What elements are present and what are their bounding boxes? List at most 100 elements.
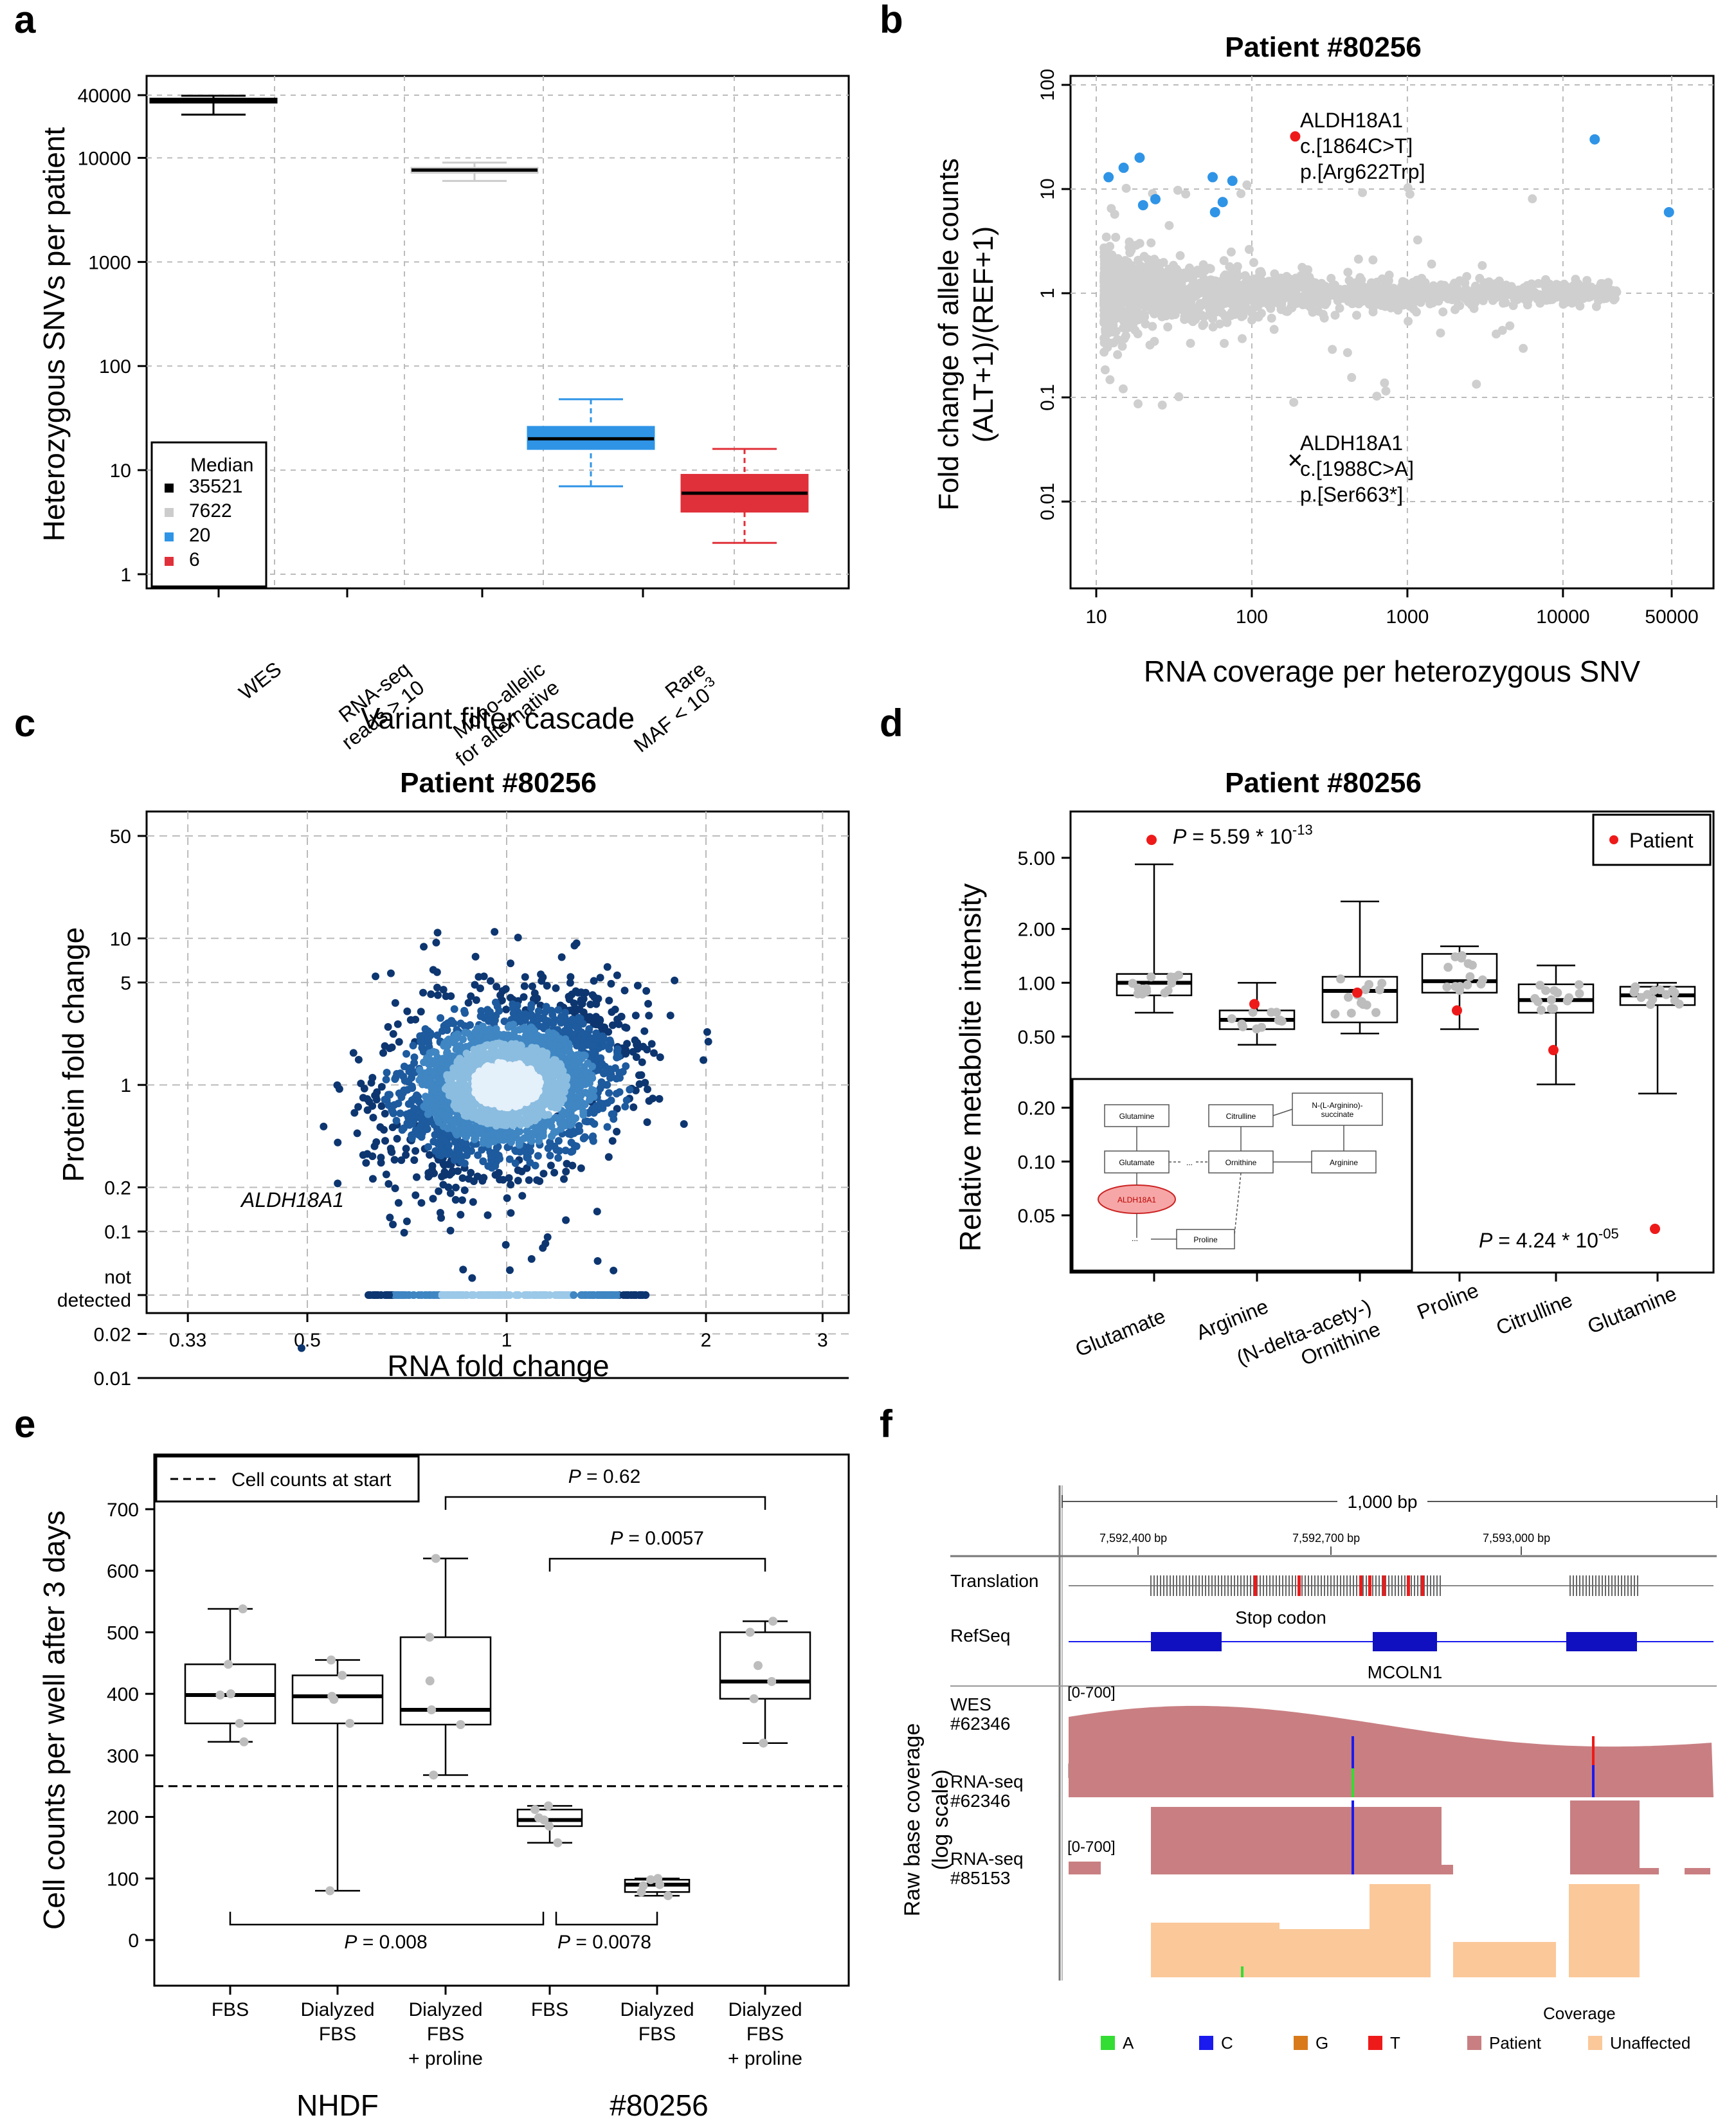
panel-d-sample-point	[1371, 1008, 1381, 1017]
panel-c-point	[392, 1116, 401, 1125]
panel-c-point	[518, 1192, 527, 1200]
panel-e-sample-point	[749, 1694, 759, 1703]
panel-c-point	[514, 934, 522, 942]
panel-d-ylabel: Relative metabolite intensity	[954, 884, 987, 1252]
panel-b-point	[1132, 293, 1142, 303]
panel-b-xtick-label: 10	[1085, 606, 1107, 628]
panel-d-patient-point	[1352, 987, 1362, 998]
panel-b-point	[1283, 306, 1293, 316]
panel-b-point	[1225, 262, 1234, 271]
panel-e-ytick-label: 100	[107, 1869, 139, 1890]
panel-b-point	[1111, 233, 1121, 242]
panel-d-xtick-label: Glutamine	[1584, 1282, 1680, 1338]
panel-d-sample-point	[1553, 988, 1562, 998]
panel-b-point	[1115, 313, 1125, 323]
panel-b-point	[1478, 260, 1487, 270]
panel-e-sample-point	[345, 1719, 355, 1728]
panel-d-sample-point	[1364, 979, 1374, 989]
panel-d-box	[1116, 835, 1193, 1014]
panel-b-point	[1244, 244, 1254, 254]
panel-b-point	[1123, 285, 1132, 295]
panel-b-point	[1330, 311, 1340, 320]
ruler-label: 1,000 bp	[1348, 1492, 1418, 1512]
track-label: WES	[950, 1694, 991, 1714]
panel-c-ytick-label: 0.02	[94, 1324, 131, 1345]
panel-b-point	[1457, 290, 1467, 300]
pathway-glutamine-label: Glutamine	[1119, 1112, 1155, 1121]
panel-b-point	[1283, 290, 1292, 300]
panel-c-point	[570, 941, 579, 950]
panel-b-point	[1289, 397, 1299, 407]
panel-b-point	[1588, 284, 1598, 293]
panel-c-point	[402, 1049, 411, 1058]
panel-c-point	[704, 1037, 712, 1046]
panel-e-legend: Cell counts at start	[155, 1455, 420, 1503]
panel-c-point	[629, 1047, 637, 1056]
panel-d-sample-point	[1476, 979, 1486, 989]
panel-e-sample-point	[427, 1705, 437, 1715]
panel-b-point	[1150, 255, 1159, 264]
panel-e-bracket	[555, 1912, 658, 1926]
panel-c-point	[353, 1129, 361, 1138]
panel-e-sample-point	[215, 1691, 225, 1700]
panel-c-point	[644, 1085, 652, 1093]
panel-d-sample-point	[1442, 982, 1452, 992]
panel-c-point	[554, 1154, 563, 1162]
panel-b-point	[1117, 341, 1127, 351]
track-label: RNA-seq	[950, 1772, 1024, 1791]
panel-b-point	[1177, 279, 1186, 289]
panel-c-point	[566, 973, 575, 981]
panel-e-sample-point	[238, 1604, 248, 1614]
panel-b-point	[1546, 289, 1556, 298]
panel-d-sample-point	[1174, 970, 1184, 980]
panel-c-point	[491, 928, 499, 936]
panel-b-point	[1610, 294, 1620, 304]
pathway-ornithine-label: Ornithine	[1225, 1158, 1257, 1167]
panel-b-point	[1528, 194, 1537, 204]
panel-b-point	[1225, 310, 1234, 320]
panel-c-point	[451, 1183, 460, 1192]
panel-e-sample-point	[759, 1738, 768, 1748]
panel-c-point	[448, 1167, 457, 1175]
panel-b-point	[1368, 255, 1378, 265]
panel-c-point	[621, 1102, 629, 1111]
panel-c-point	[592, 1000, 601, 1008]
panel-c-point	[608, 1008, 616, 1016]
panel-e-box	[184, 1604, 276, 1746]
panel-d-sample-point	[1530, 993, 1540, 1003]
panel-c-point	[655, 1094, 664, 1103]
panel-e-xtick-label: Dialyzed FBS + proline	[728, 1999, 802, 2069]
pathway-aldh18a1-label: ALDH18A1	[1117, 1195, 1156, 1204]
panel-e-sample-point	[664, 1891, 673, 1901]
panel-b-point	[1397, 292, 1407, 302]
panel-d-sample-point	[1238, 1022, 1247, 1031]
panel-e-pvalue: P = 0.62	[568, 1466, 641, 1487]
panel-b-point	[1166, 272, 1175, 282]
panel-d-sample-point	[1574, 980, 1584, 990]
panel-b-xtick-label: 50000	[1645, 606, 1698, 628]
panel-b-point	[1450, 278, 1460, 288]
panel-b-point	[1416, 292, 1425, 302]
panel-b-point	[1220, 339, 1229, 349]
panel-letter-c: c	[14, 702, 36, 745]
panel-c-point	[457, 1211, 465, 1219]
panel-d-patient-point	[1249, 999, 1260, 1010]
panel-a-ytick-label: 1	[120, 565, 131, 586]
panel-c-point	[382, 1075, 390, 1084]
pathway-arginine-label: Arginine	[1330, 1158, 1358, 1167]
panel-c-point	[454, 1167, 462, 1175]
panel-c-point	[507, 1181, 515, 1189]
panel-b-point	[1541, 282, 1551, 291]
panel-e-ylabel: Cell counts per well after 3 days	[37, 1510, 71, 1930]
panel-c-point	[610, 1266, 618, 1274]
panel-c-ylabel: Protein fold change	[57, 927, 90, 1182]
panel-d-sample-point	[1455, 981, 1465, 991]
panel-c-point	[612, 1089, 620, 1098]
panel-d-box	[1619, 982, 1696, 1235]
panel-c-point	[411, 1147, 420, 1155]
panel-e-box	[719, 1617, 811, 1748]
panel-c-xtick-label: 3	[817, 1330, 828, 1351]
panel-a-box	[149, 95, 278, 116]
panel-c-point	[386, 1091, 394, 1099]
panel-b-point	[1559, 279, 1569, 289]
